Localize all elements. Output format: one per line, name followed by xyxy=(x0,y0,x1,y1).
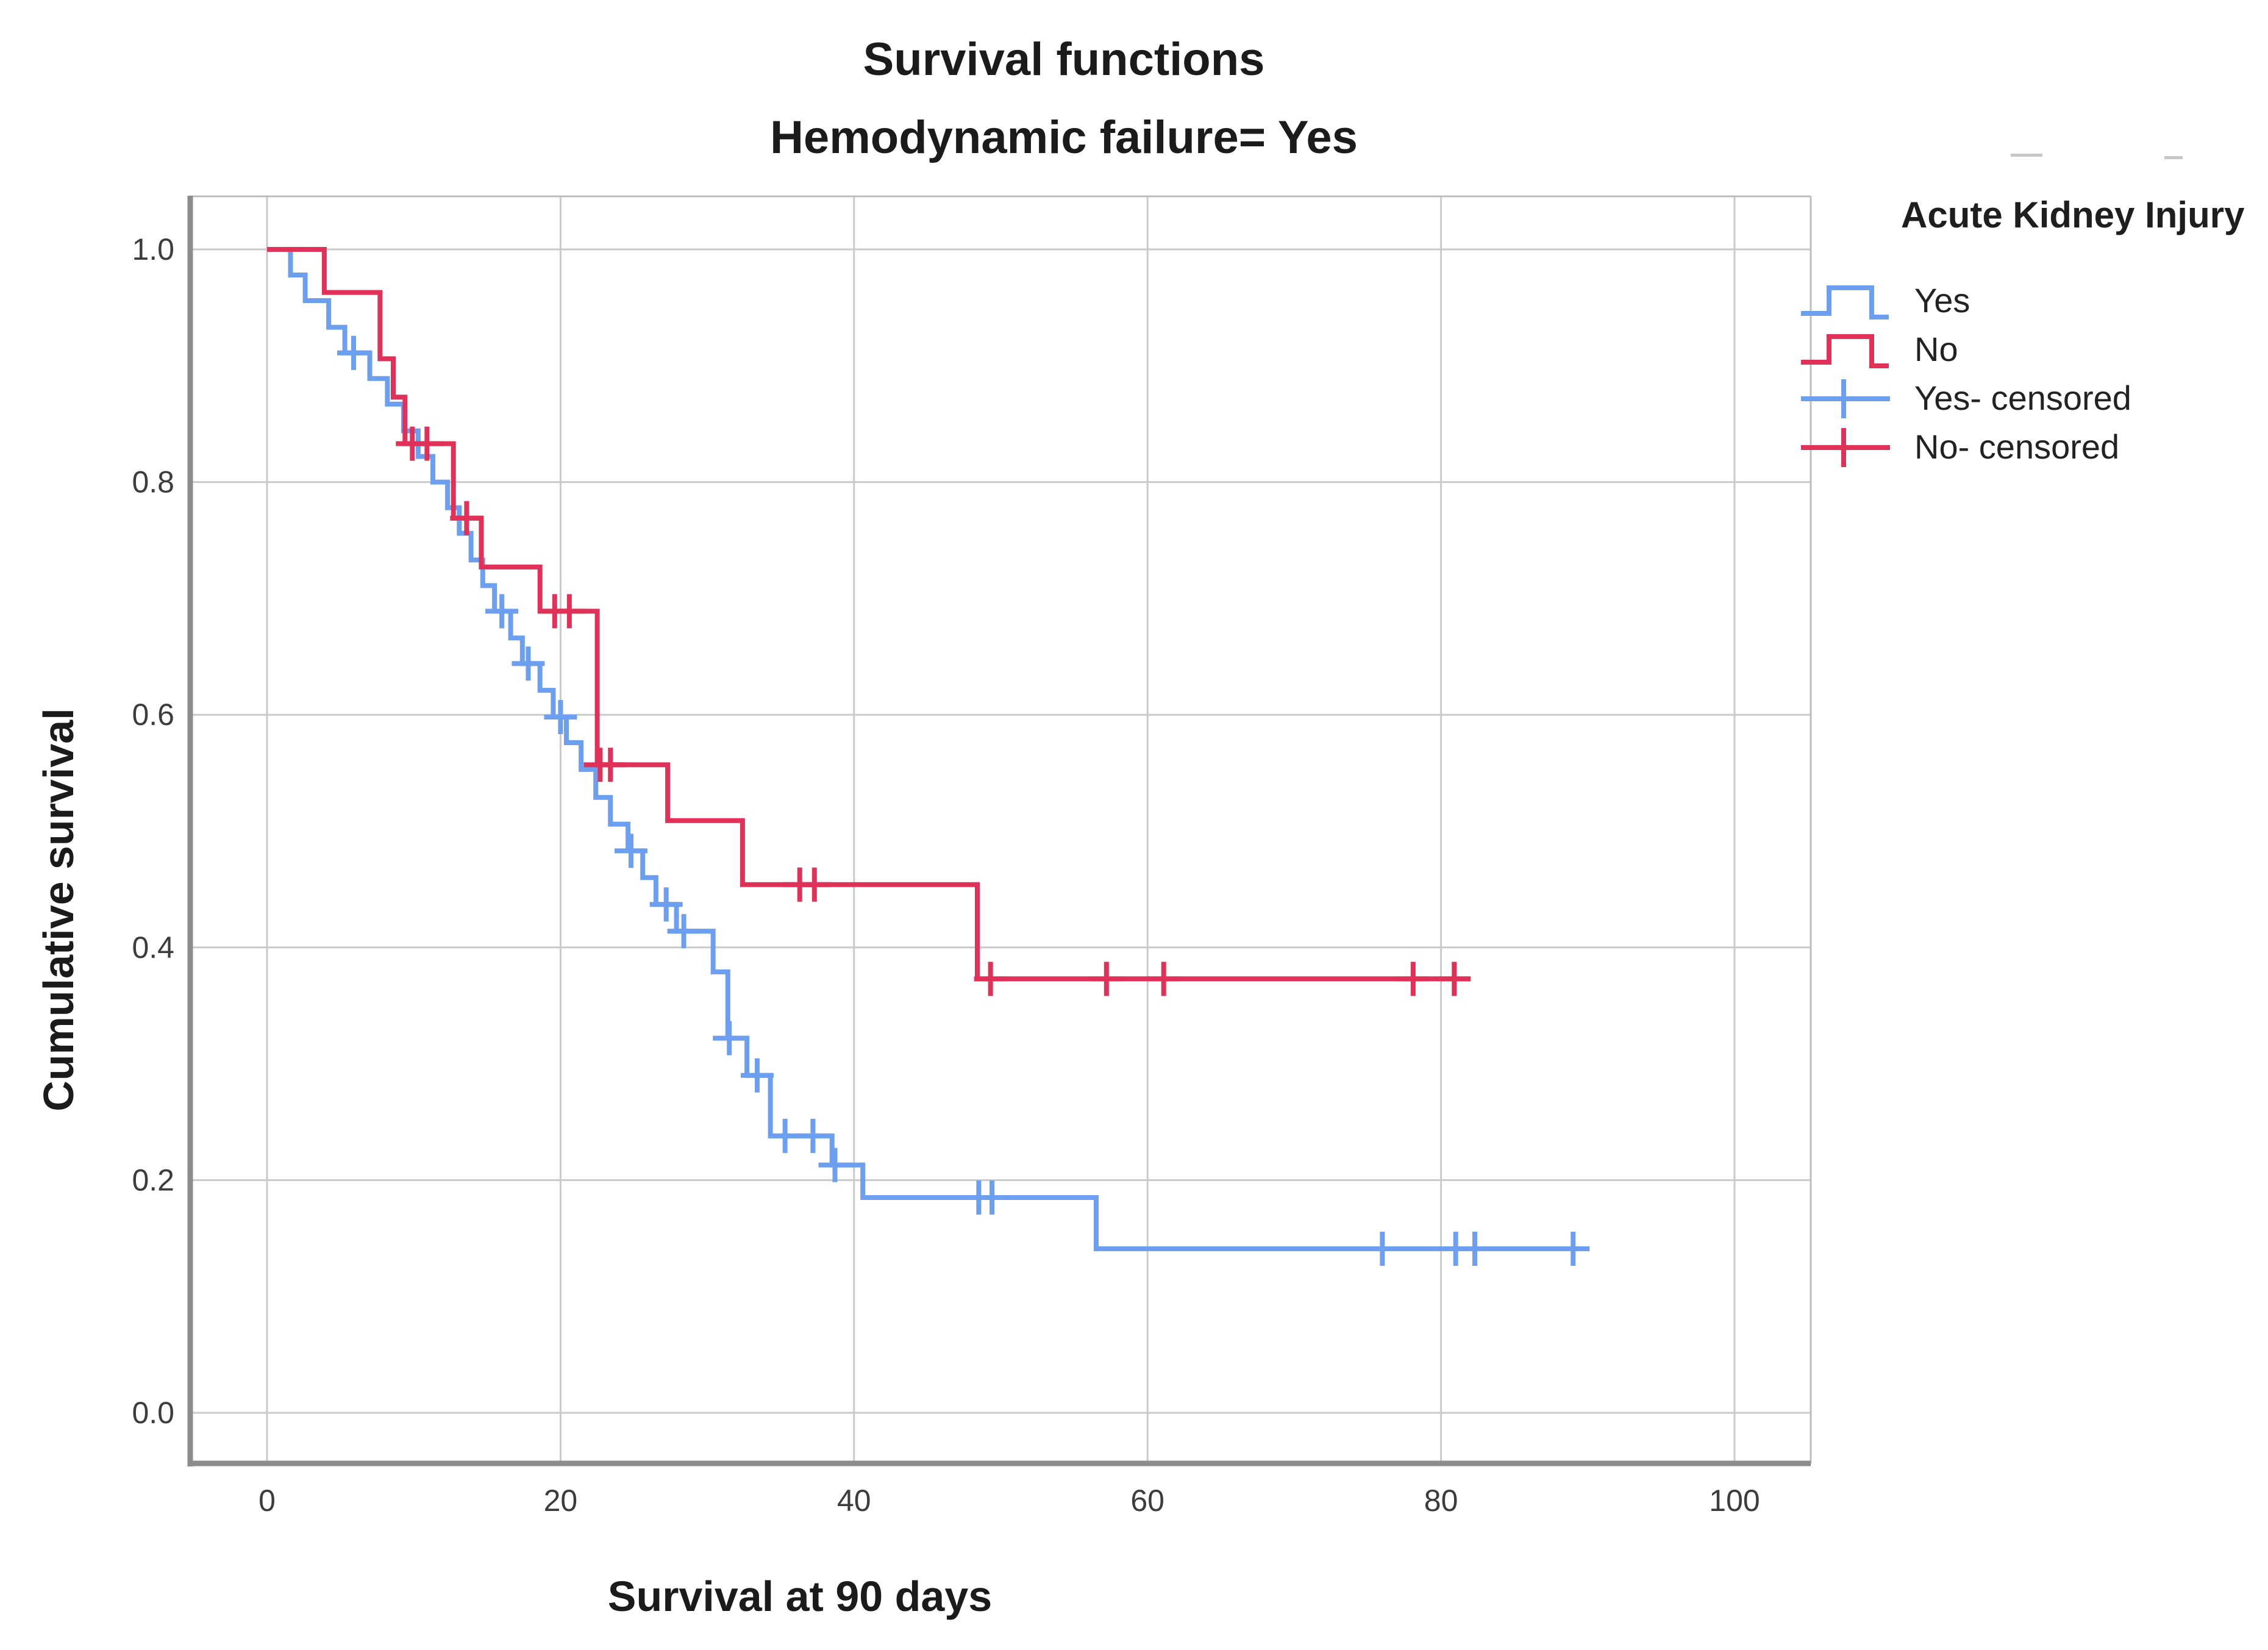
x-tick-labels: 0 20 40 60 80 100 xyxy=(259,1484,1760,1518)
chart-title: Survival functions Hemodynamic failure= … xyxy=(770,21,1358,177)
chart-title-line1: Survival functions xyxy=(863,34,1265,85)
x-tick-label: 40 xyxy=(837,1484,871,1518)
y-axis-title: Cumulative survival xyxy=(35,708,82,1112)
x-tick-label: 60 xyxy=(1130,1484,1164,1518)
y-tick-label: 0.0 xyxy=(132,1396,174,1430)
series-no xyxy=(267,247,1471,996)
x-axis-title: Survival at 90 days xyxy=(607,1573,993,1620)
y-tick-labels: 1.0 0.8 0.6 0.4 0.2 0.0 xyxy=(132,232,174,1430)
censor-marks xyxy=(337,335,1590,1266)
survival-step-curve xyxy=(267,247,1471,982)
y-tick-label: 0.6 xyxy=(132,698,174,732)
x-tick-label: 0 xyxy=(259,1484,276,1518)
series-yes xyxy=(267,247,1590,1266)
censor-marks xyxy=(396,426,1471,996)
survival-step-curve xyxy=(267,247,1588,1251)
y-tick-label: 0.2 xyxy=(132,1163,174,1197)
gridlines xyxy=(190,196,1811,1463)
y-tick-label: 0.8 xyxy=(132,465,174,499)
x-tick-label: 80 xyxy=(1424,1484,1458,1518)
y-tick-label: 1.0 xyxy=(132,232,174,266)
x-tick-label: 20 xyxy=(544,1484,578,1518)
plot-frame xyxy=(187,195,1812,1466)
chart-title-line2: Hemodynamic failure= Yes xyxy=(770,112,1358,163)
x-tick-label: 100 xyxy=(1709,1484,1760,1518)
y-tick-label: 0.4 xyxy=(132,930,174,965)
